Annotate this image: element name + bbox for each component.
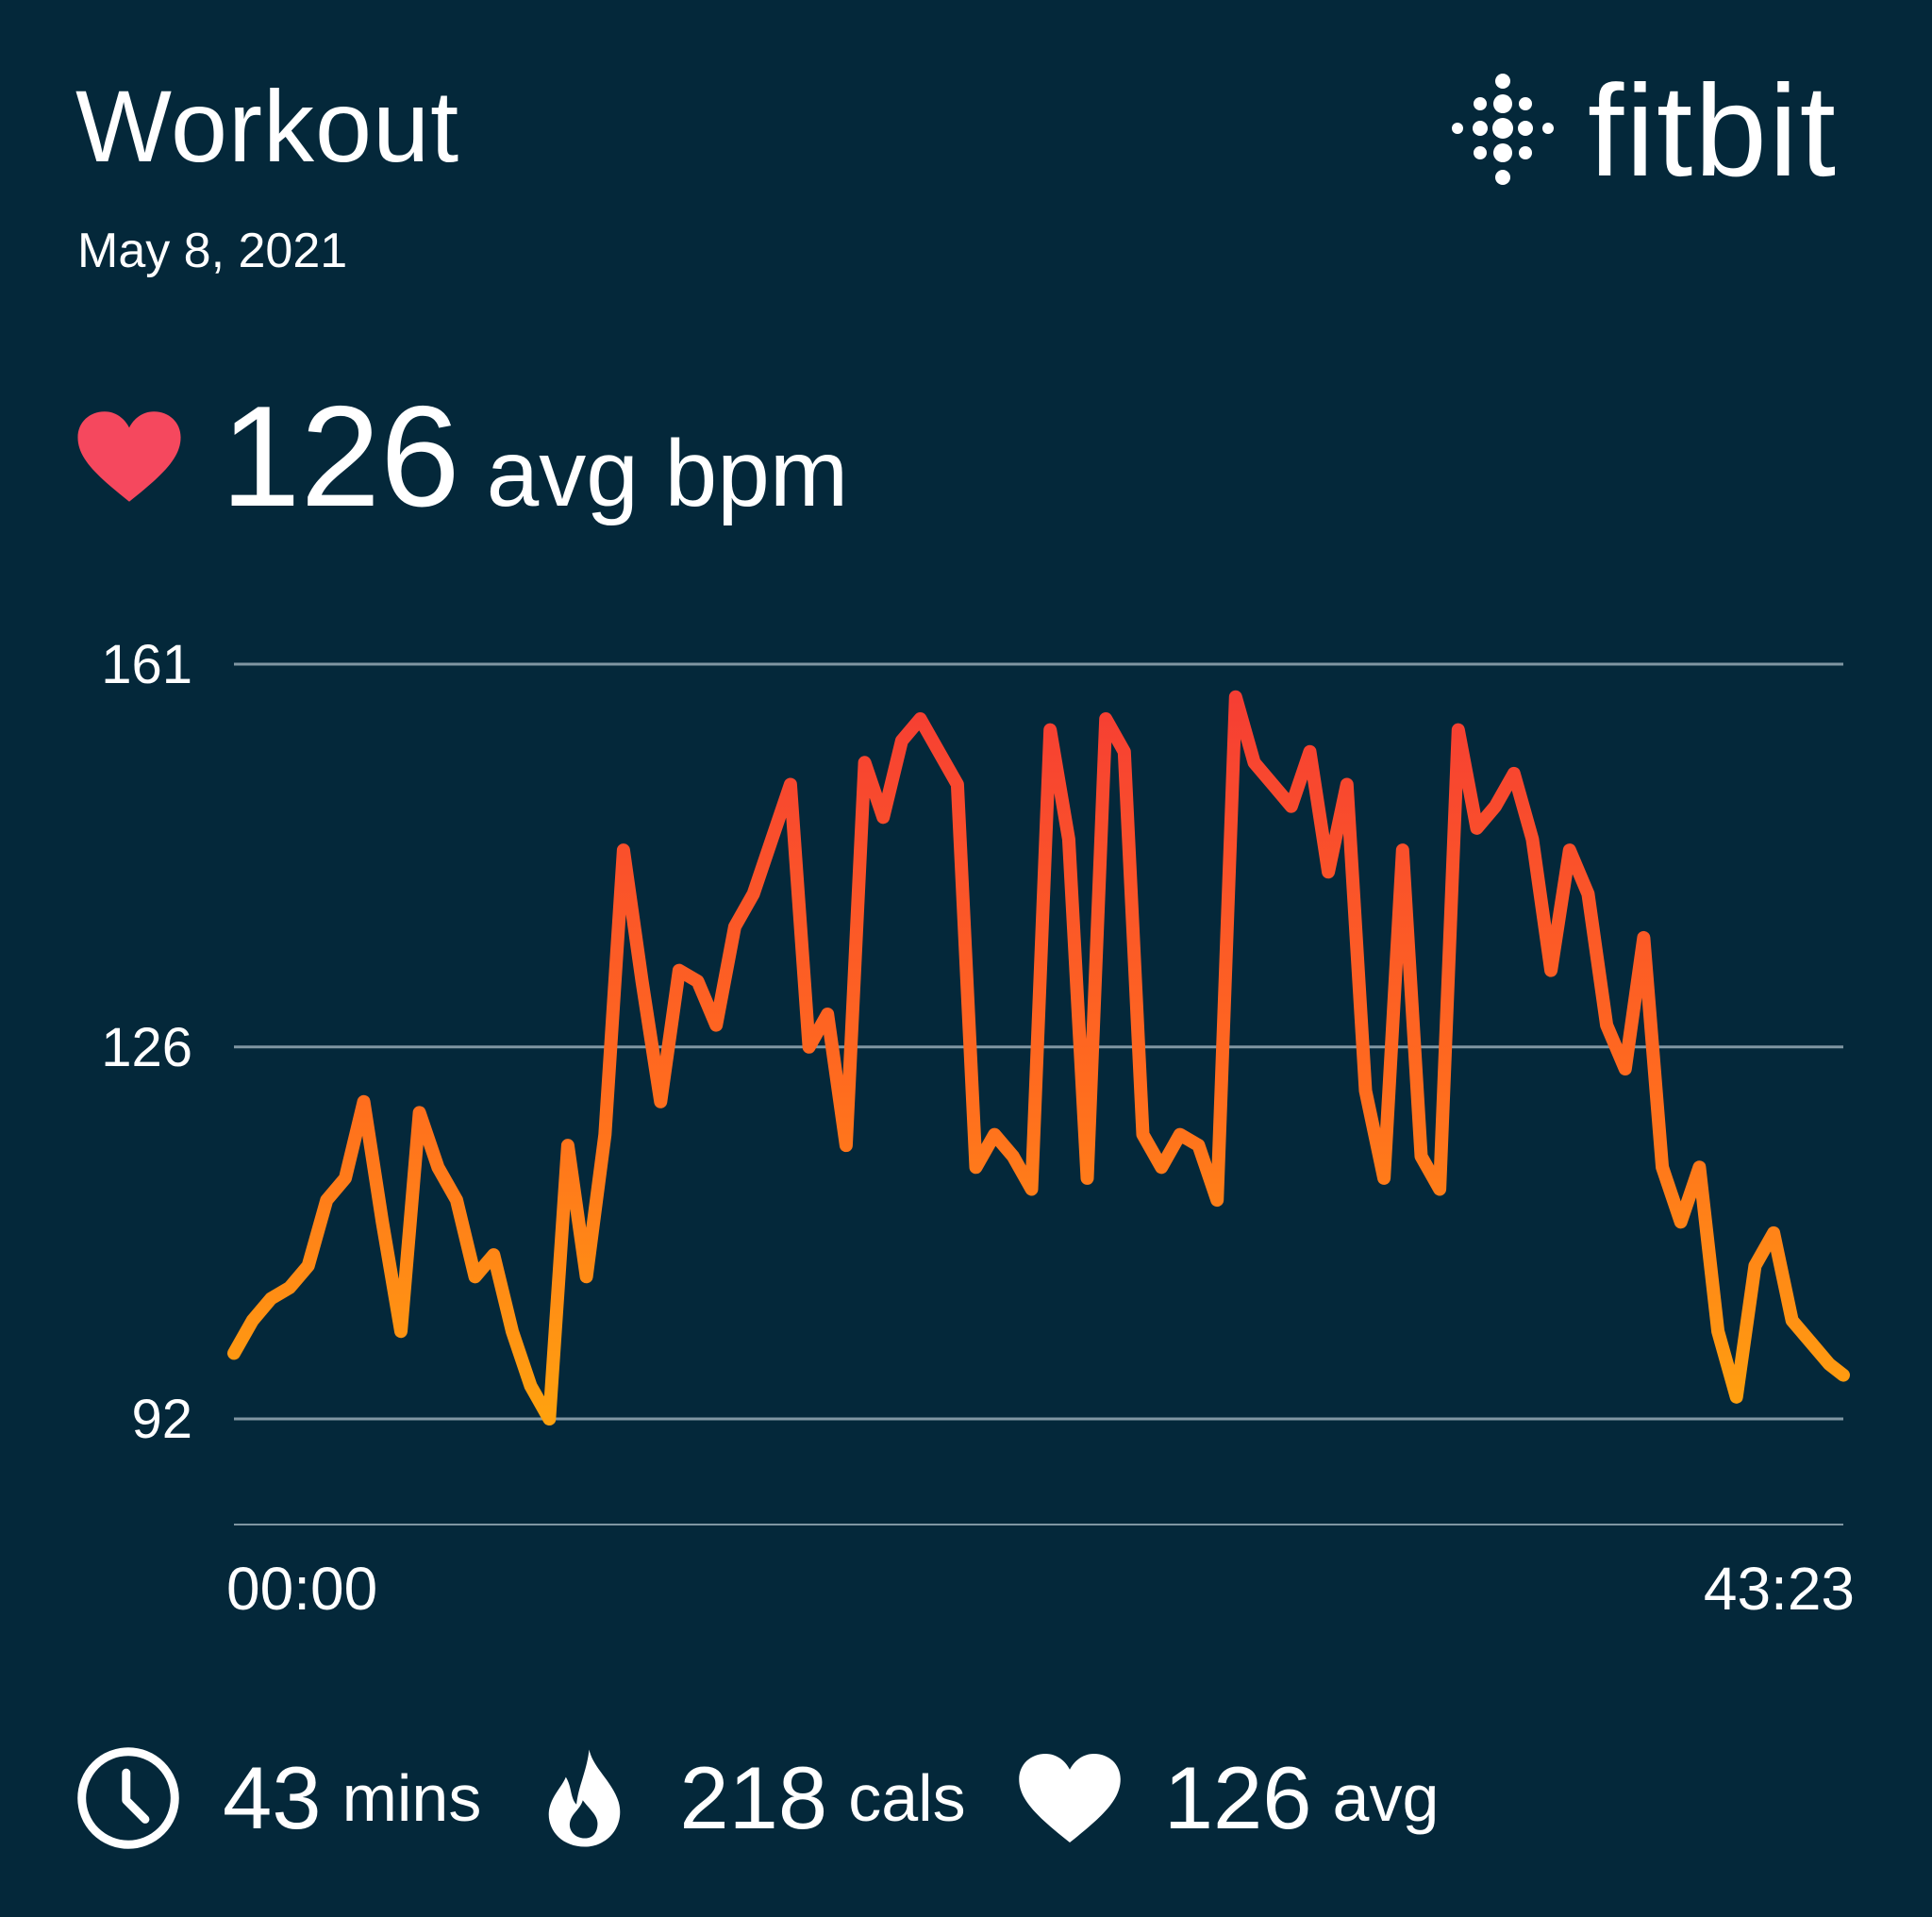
heart-icon — [77, 411, 181, 502]
brand-name: fitbit — [1587, 58, 1838, 204]
clock-icon — [77, 1747, 179, 1849]
heart-rate-unit: avg — [1332, 1761, 1440, 1835]
y-tick-92: 92 — [131, 1389, 192, 1450]
stat-duration: 43 mins — [75, 1745, 481, 1851]
stat-heart-rate: 126 avg — [1017, 1745, 1440, 1851]
duration-value: 43 — [223, 1748, 322, 1847]
y-tick-161: 161 — [101, 634, 192, 695]
calories-unit: cals — [848, 1761, 966, 1835]
avg-bpm-unit: avg bpm — [486, 421, 849, 526]
avg-bpm-summary: 126 avg bpm — [75, 385, 848, 528]
heart-rate-value: 126 — [1163, 1748, 1312, 1847]
heart-rate-chart: 161 126 92 00:00 43:23 — [101, 634, 1855, 1623]
heart-rate-series-line — [227, 690, 1850, 1425]
x-tick-end: 43:23 — [1704, 1555, 1855, 1623]
fitbit-dots-icon — [1451, 74, 1554, 185]
calories-value: 218 — [679, 1748, 828, 1847]
y-tick-126: 126 — [101, 1017, 192, 1078]
avg-bpm-value: 126 — [221, 376, 460, 537]
stats-bar: 43 mins 218 cals 126 avg — [75, 1745, 1490, 1851]
duration-unit: mins — [341, 1761, 482, 1835]
flame-icon — [549, 1749, 621, 1847]
x-tick-start: 00:00 — [226, 1555, 377, 1623]
y-axis-ticks: 161 126 92 — [101, 634, 192, 1450]
page-title: Workout — [75, 69, 460, 183]
stat-calories: 218 cals — [532, 1745, 966, 1851]
workout-date: May 8, 2021 — [77, 224, 348, 278]
fitbit-logo: fitbit — [1446, 66, 1838, 196]
heart-icon — [1018, 1753, 1121, 1843]
